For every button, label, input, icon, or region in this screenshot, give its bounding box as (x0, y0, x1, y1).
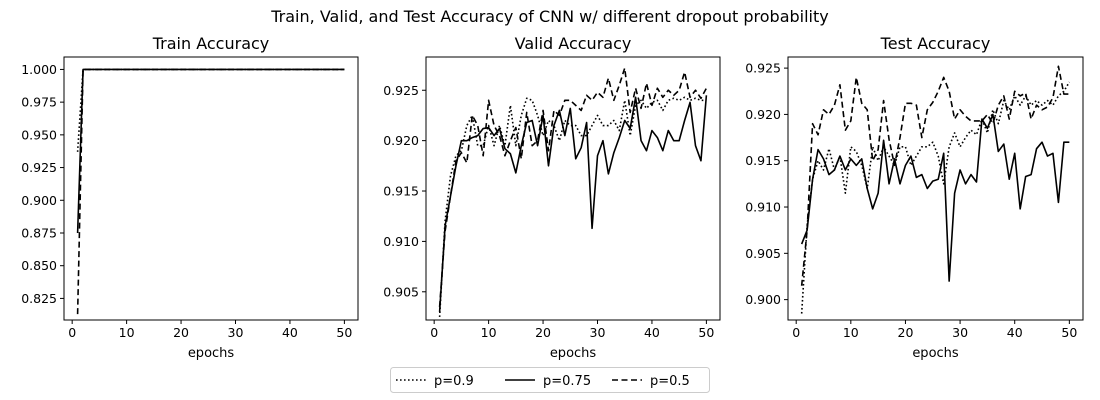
y-tick-label: 1.000 (21, 62, 57, 77)
x-tick-label: 50 (698, 325, 714, 340)
x-tick-label: 0 (68, 325, 76, 340)
subplot-title: Test Accuracy (880, 34, 991, 53)
x-tick-label: 50 (1061, 325, 1077, 340)
y-tick-label: 0.875 (21, 225, 57, 240)
x-tick-label: 40 (282, 325, 298, 340)
x-tick-label: 50 (336, 325, 352, 340)
y-tick-label: 0.825 (21, 291, 57, 306)
y-tick-label: 0.900 (21, 193, 57, 208)
x-tick-label: 30 (952, 325, 968, 340)
x-tick-label: 40 (1007, 325, 1023, 340)
y-tick-label: 0.925 (21, 160, 57, 175)
x-axis-label: epochs (188, 346, 235, 361)
y-tick-label: 0.920 (383, 133, 419, 148)
legend: p=0.9 p=0.75 p=0.5 (390, 367, 710, 393)
figure-title: Train, Valid, and Test Accuracy of CNN w… (270, 7, 829, 26)
y-tick-label: 0.925 (383, 83, 419, 98)
subplot-2: Valid Accuracy 0 10 20 30 40 50 0.905 0.910 0.915… (383, 34, 721, 361)
x-axis-label: epochs (550, 346, 597, 361)
y-tick-label: 0.905 (383, 284, 419, 299)
axes-frame (787, 56, 1084, 321)
x-tick-label: 0 (430, 325, 438, 340)
subplot-title: Train Accuracy (152, 34, 270, 53)
x-tick-label: 10 (843, 325, 859, 340)
y-tick-label: 0.915 (745, 153, 781, 168)
legend-label: p=0.75 (543, 374, 591, 389)
legend-label: p=0.5 (650, 374, 690, 389)
legend-label: p=0.9 (434, 374, 474, 389)
x-tick-label: 10 (119, 325, 135, 340)
x-tick-label: 0 (792, 325, 800, 340)
x-tick-label: 20 (173, 325, 189, 340)
series-line-solid (800, 113, 1070, 282)
x-tick-label: 20 (898, 325, 914, 340)
y-tick-label: 0.850 (21, 258, 57, 273)
axes-frame (63, 56, 359, 321)
axes-frame (425, 56, 721, 321)
y-tick-label: 0.900 (745, 292, 781, 307)
series-line-dashed (76, 68, 345, 315)
x-tick-label: 30 (590, 325, 606, 340)
x-axis-label: epochs (912, 346, 959, 361)
x-tick-label: 40 (644, 325, 660, 340)
series-line-solid (438, 95, 708, 312)
y-tick-label: 0.910 (383, 234, 419, 249)
subplots: Train Accuracy 0 10 20 30 40 50 0.825 0.850 0.875… (21, 34, 1084, 361)
subplot-3: Test Accuracy 0 10 20 30 40 50 0.900 0.905 0.910 0… (745, 34, 1084, 361)
series-line-dashed (438, 67, 708, 307)
y-tick-label: 0.920 (745, 107, 781, 122)
subplot-title: Valid Accuracy (515, 34, 632, 53)
y-tick-label: 0.915 (383, 184, 419, 199)
y-tick-label: 0.975 (21, 95, 57, 110)
x-tick-label: 20 (535, 325, 551, 340)
subplot-1: Train Accuracy 0 10 20 30 40 50 0.825 0.850 0.875… (21, 34, 359, 361)
series-line-dotted (76, 68, 345, 152)
y-tick-label: 0.925 (745, 61, 781, 76)
y-tick-label: 0.910 (745, 200, 781, 215)
y-tick-label: 0.950 (21, 127, 57, 142)
x-tick-label: 10 (481, 325, 497, 340)
series-line-solid (76, 68, 345, 234)
legend-frame (390, 367, 710, 393)
y-tick-label: 0.905 (745, 246, 781, 261)
series-line-dashed (800, 65, 1070, 286)
x-tick-label: 30 (228, 325, 244, 340)
series-line-dotted (800, 81, 1071, 314)
